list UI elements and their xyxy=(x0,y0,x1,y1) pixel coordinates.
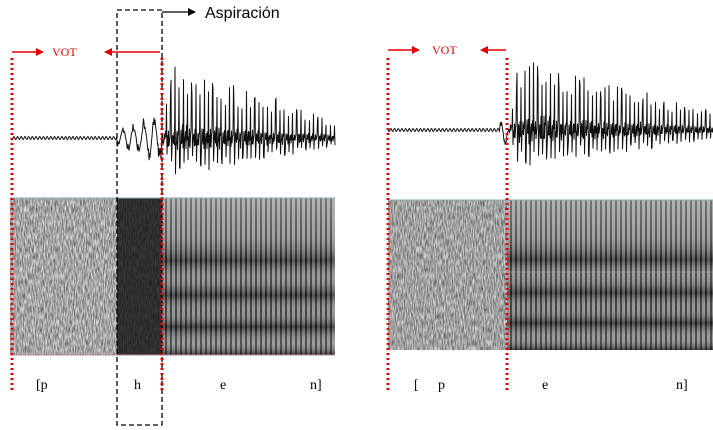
arrow-head xyxy=(104,48,112,56)
segment-label: [p xyxy=(36,378,48,393)
arrow-head xyxy=(412,46,420,54)
formant-bands xyxy=(162,198,335,355)
arrow-head xyxy=(188,8,196,16)
arrow-head xyxy=(480,46,488,54)
segment-label: n] xyxy=(310,378,322,393)
vot-label: VOT xyxy=(432,43,457,57)
aspiration-texture xyxy=(117,198,162,355)
segment-label: e xyxy=(220,378,226,393)
waveform xyxy=(388,63,713,166)
segment-label: h xyxy=(134,378,141,393)
segment-label: p xyxy=(438,378,445,393)
segment-label: [ xyxy=(414,378,419,393)
segment-label: e xyxy=(542,378,548,393)
vot-arrows-left xyxy=(12,48,160,56)
aspiration-label: Aspiración xyxy=(205,5,280,22)
noise-texture xyxy=(10,198,117,355)
page: Aspiración VOT VOT [p h e n] [ p e n] ((… xyxy=(0,0,713,430)
vot-label: VOT xyxy=(52,45,77,59)
diagram: Aspiración VOT VOT [p h e n] [ p e n] xyxy=(0,0,713,430)
right-spectrogram xyxy=(388,200,713,350)
segment-label: n] xyxy=(676,378,688,393)
noise-texture xyxy=(388,200,507,350)
waveform xyxy=(12,67,335,175)
left-spectrogram xyxy=(10,198,335,355)
formant-bands xyxy=(507,200,713,350)
arrow-head xyxy=(36,48,44,56)
